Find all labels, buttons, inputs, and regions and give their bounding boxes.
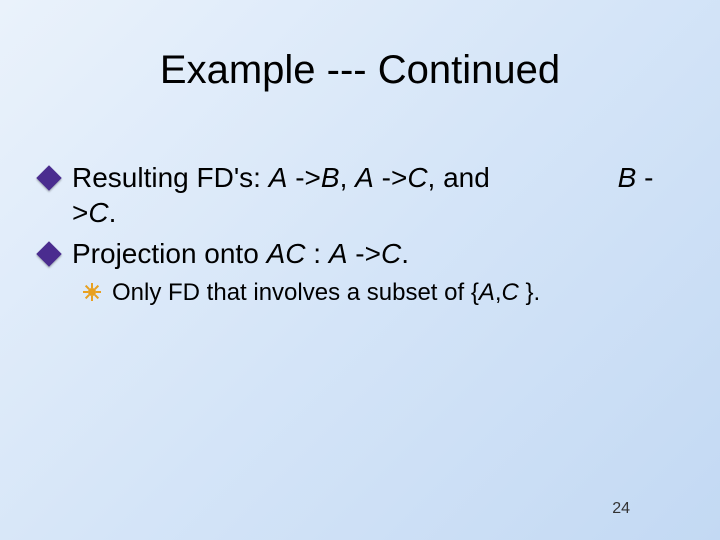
- b1-fd2b: C: [407, 162, 427, 193]
- b1-fd1a: A: [269, 162, 288, 193]
- b2-period: .: [401, 238, 409, 269]
- b1-fd2arrow: ->: [374, 162, 407, 193]
- slide-title: Example --- Continued: [0, 48, 720, 93]
- sub-c: C: [502, 279, 519, 306]
- sub-suffix: }.: [519, 279, 540, 306]
- b1-fd1arrow: ->: [287, 162, 320, 193]
- sub-bullet-1: Only FD that involves a subset of {A,C }…: [84, 277, 680, 308]
- b1-prefix: Resulting FD's:: [72, 162, 269, 193]
- b1-period: .: [109, 197, 117, 228]
- b1-fd2a: A: [355, 162, 374, 193]
- b2-a: A: [329, 238, 348, 269]
- b2-mid: :: [305, 238, 328, 269]
- slide-content: Resulting FD's: A ->B, A ->C, and B ->C.…: [40, 160, 680, 308]
- b1-fd3a: B: [618, 162, 637, 193]
- b1-fd1b: B: [321, 162, 340, 193]
- bullet-item-2: Projection onto AC : A ->C.: [40, 236, 680, 271]
- b1-mid: , and: [428, 162, 498, 193]
- diamond-icon: [36, 241, 61, 266]
- b1-comma1: ,: [340, 162, 356, 193]
- b1-fd3b: C: [88, 197, 108, 228]
- bullet-1-text: Resulting FD's: A ->B, A ->C, and B ->C.: [72, 160, 680, 230]
- bullet-2-text: Projection onto AC : A ->C.: [72, 236, 680, 271]
- b2-c: C: [381, 238, 401, 269]
- sub-bullet-text: Only FD that involves a subset of {A,C }…: [112, 277, 540, 308]
- bullet-item-1: Resulting FD's: A ->B, A ->C, and B ->C.: [40, 160, 680, 230]
- page-number: 24: [612, 500, 630, 518]
- sub-a: A: [479, 279, 495, 306]
- b2-arrow: ->: [348, 238, 381, 269]
- sub-comma: ,: [495, 279, 502, 306]
- sun-icon: [84, 284, 100, 300]
- b2-prefix: Projection onto: [72, 238, 267, 269]
- b2-ac: AC: [267, 238, 306, 269]
- diamond-icon: [36, 165, 61, 190]
- sub-prefix: Only FD that involves a subset of {: [112, 279, 479, 306]
- slide: Example --- Continued Resulting FD's: A …: [0, 0, 720, 540]
